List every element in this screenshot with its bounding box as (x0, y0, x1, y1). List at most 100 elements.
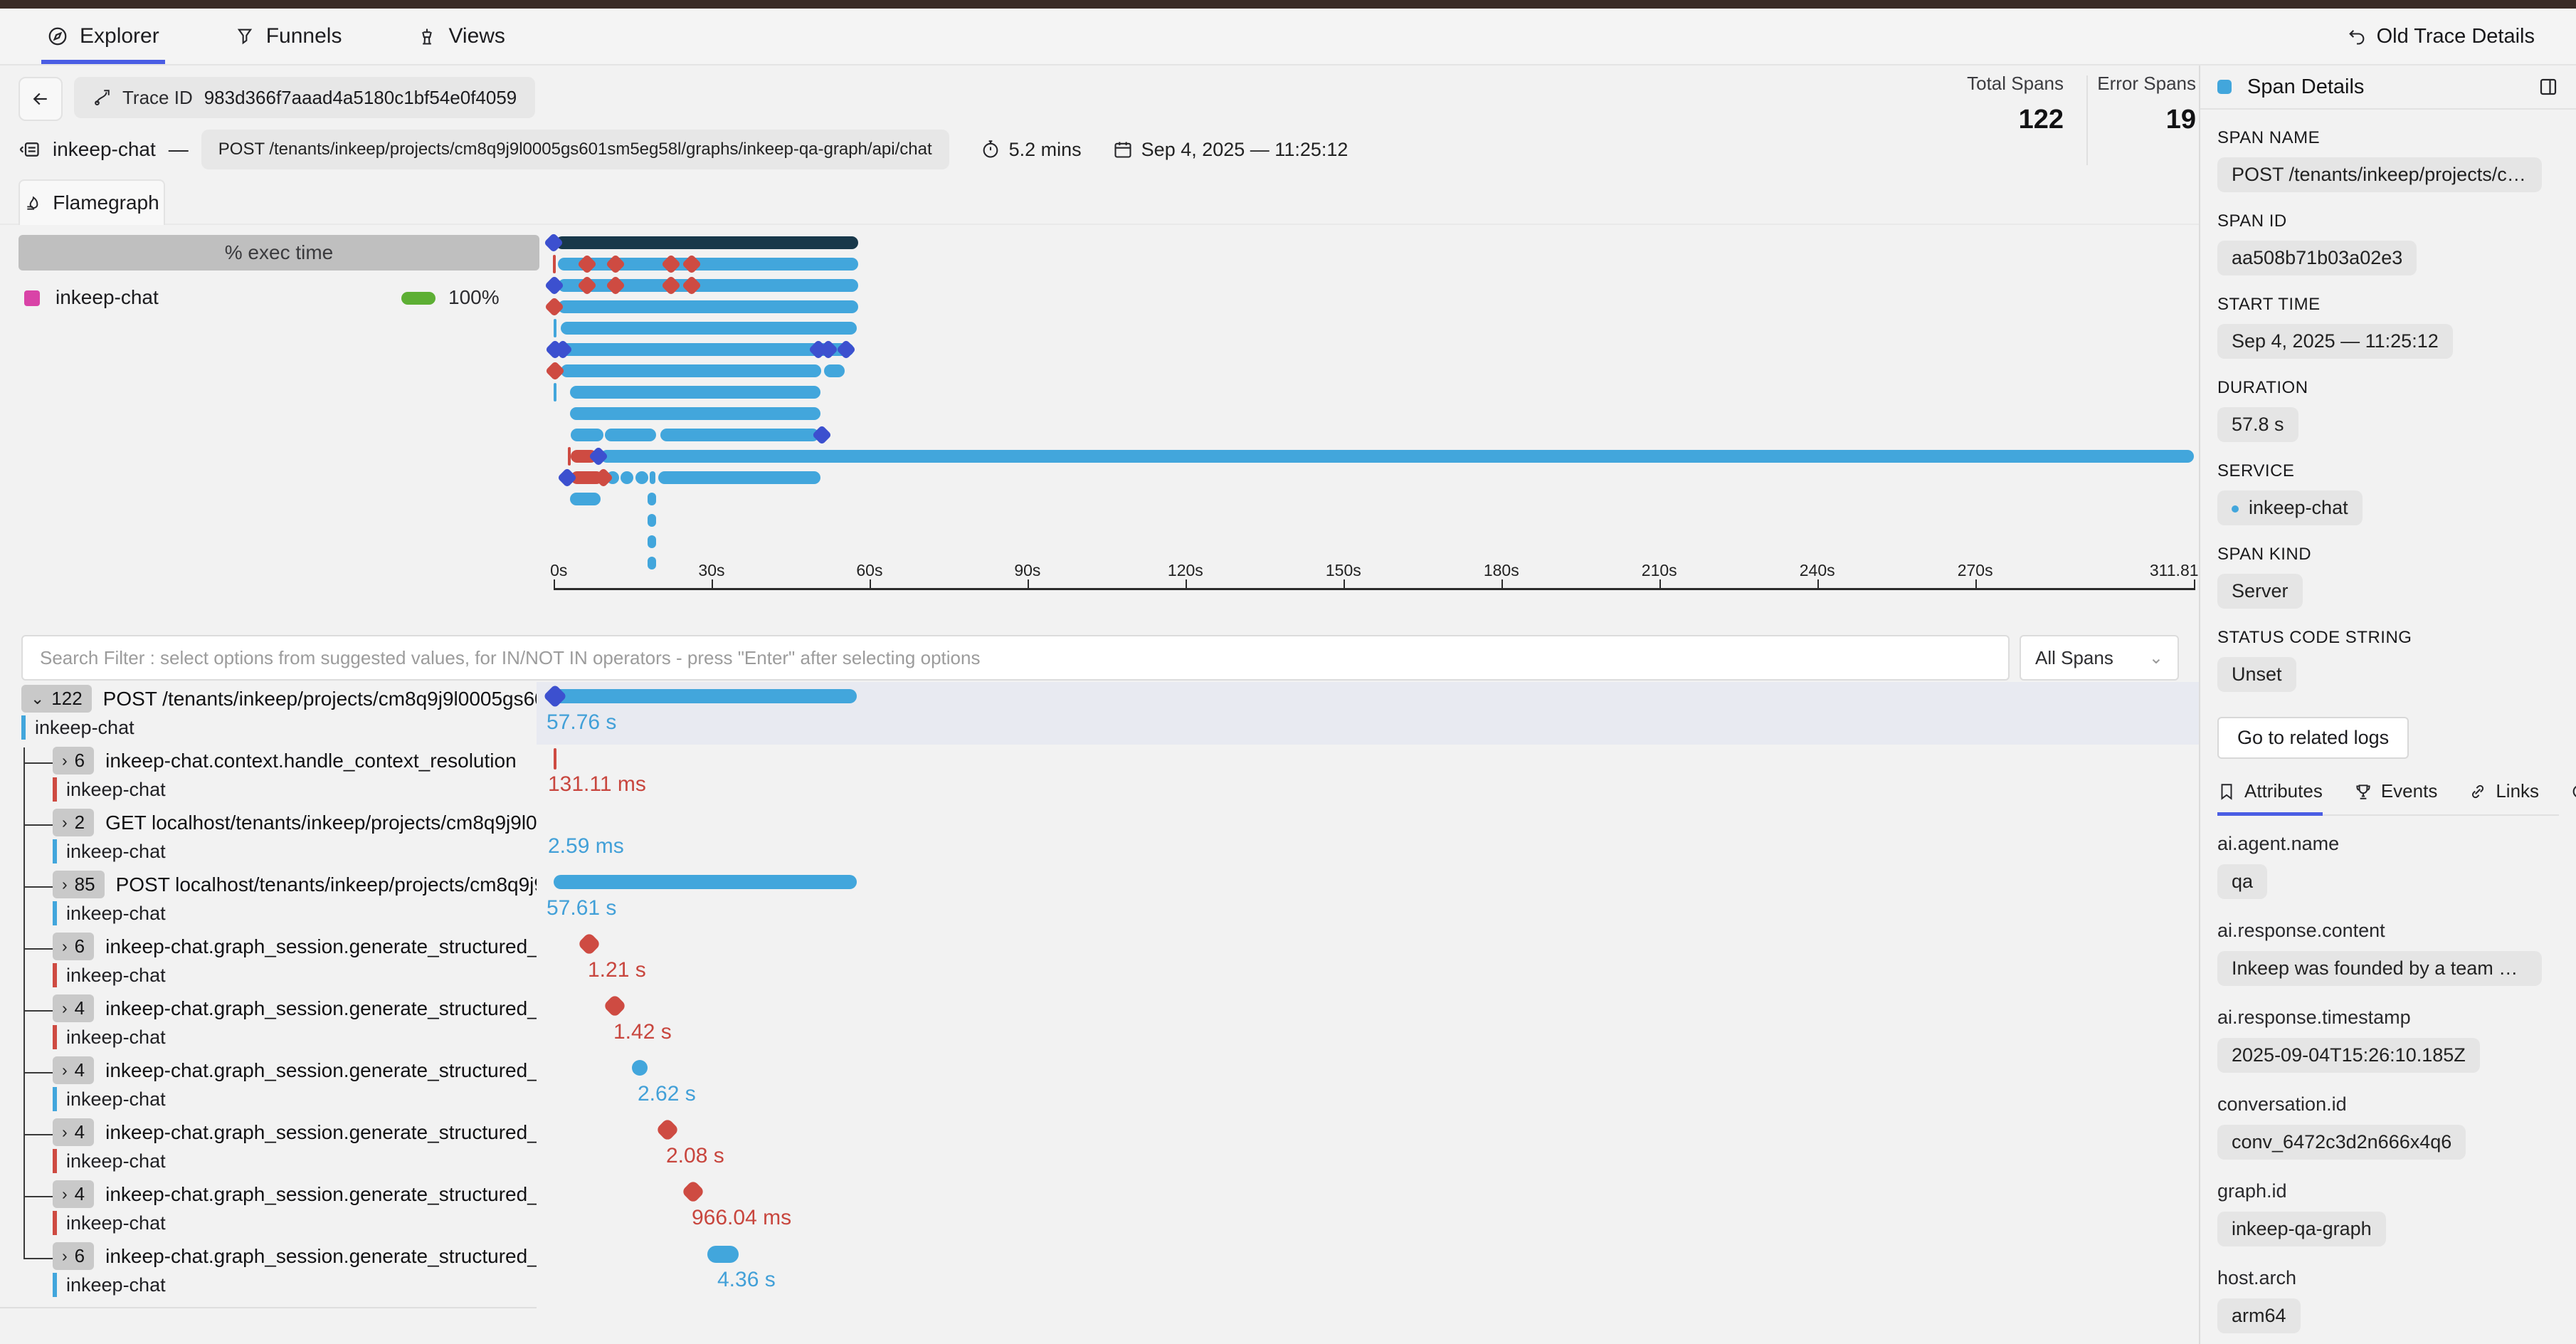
tab-attributes[interactable]: Attributes (2217, 780, 2323, 816)
detail-field-value[interactable]: inkeep-chat (2217, 490, 2363, 525)
flame-span-segment[interactable] (660, 429, 819, 441)
span-count-badge[interactable]: › 4 (53, 1118, 95, 1146)
attribute-value[interactable]: inkeep-qa-graph (2217, 1212, 2386, 1246)
panel-toggle-icon[interactable] (2538, 76, 2559, 98)
span-tree-row[interactable]: › 4 inkeep-chat.graph_session.generate_str… (0, 1054, 537, 1115)
flame-row[interactable] (554, 493, 2195, 505)
span-name[interactable]: POST localhost/tenants/inkeep/projects/c… (115, 873, 537, 896)
old-trace-details-button[interactable]: Old Trace Details (2347, 9, 2535, 64)
span-tree-row[interactable]: ⌄ 122 POST /tenants/inkeep/projects/cm8q9j… (0, 682, 537, 744)
flame-row[interactable] (554, 383, 2195, 401)
attribute-value[interactable]: Inkeep was founded by a team of eigh... (2217, 951, 2542, 986)
flame-span-segment[interactable] (824, 364, 845, 377)
flame-tick-marker[interactable] (554, 319, 557, 337)
flamegraph-tab[interactable]: Flamegraph (19, 179, 165, 225)
exec-time-header[interactable]: % exec time (19, 235, 539, 271)
span-tree-row[interactable]: › 4 inkeep-chat.graph_session.generate_str… (0, 1115, 537, 1177)
span-name[interactable]: inkeep-chat.graph_session.generate_struc… (105, 935, 537, 957)
span-count-badge[interactable]: › 2 (53, 809, 95, 836)
attribute-value[interactable]: qa (2217, 864, 2268, 899)
span-count-badge[interactable]: › 4 (53, 1056, 95, 1084)
flame-row[interactable] (554, 557, 2195, 569)
flame-span-segment[interactable] (569, 493, 601, 505)
flame-span-segment[interactable] (570, 450, 597, 463)
go-to-related-logs-button[interactable]: Go to related logs (2217, 717, 2409, 759)
flame-row[interactable] (544, 296, 2195, 317)
tab-funnels[interactable]: Funnels (229, 9, 348, 64)
span-tree-row[interactable]: › 2 GET localhost/tenants/inkeep/projects/… (0, 806, 537, 868)
span-count-badge[interactable]: › 85 (53, 871, 105, 898)
flame-tick-marker[interactable] (568, 447, 571, 466)
waterfall-diamond-marker[interactable] (681, 1180, 705, 1204)
span-count-badge[interactable]: › 6 (53, 1242, 95, 1270)
detail-field-value[interactable]: Sep 4, 2025 — 11:25:12 (2217, 324, 2453, 359)
span-count-badge[interactable]: ⌄ 122 (21, 685, 92, 713)
flame-row[interactable] (544, 275, 2195, 296)
span-tree-row[interactable]: › 85 POST localhost/tenants/inkeep/project… (0, 868, 537, 930)
attribute-value[interactable]: 2025-09-04T15:26:10.185Z (2217, 1038, 2480, 1073)
back-button[interactable] (19, 77, 63, 121)
flame-span-segment[interactable] (648, 557, 657, 569)
flame-diamond-marker[interactable] (545, 360, 566, 382)
waterfall-diamond-marker[interactable] (655, 1118, 680, 1142)
flame-tick-marker[interactable] (554, 383, 557, 401)
flame-row[interactable] (545, 339, 2195, 360)
flame-span-segment[interactable] (635, 471, 649, 484)
flame-span-segment[interactable] (658, 471, 821, 484)
flame-diamond-marker[interactable] (557, 467, 578, 488)
flame-diamond-marker[interactable] (544, 296, 564, 317)
detail-field-value[interactable]: aa508b71b03a02e3 (2217, 241, 2417, 275)
flame-span-segment[interactable] (569, 407, 821, 420)
flame-span-segment[interactable] (570, 471, 603, 484)
waterfall-pill-marker[interactable] (707, 1246, 739, 1263)
flame-row[interactable] (554, 535, 2195, 548)
attribute-value[interactable]: conv_6472c3d2n666x4q6 (2217, 1125, 2466, 1160)
flame-row[interactable] (545, 360, 2195, 382)
span-count-badge[interactable]: › 4 (53, 1180, 95, 1208)
flame-span-segment[interactable] (557, 279, 858, 292)
flame-span-segment[interactable] (620, 471, 633, 484)
flame-span-segment[interactable] (570, 429, 603, 441)
flame-span-segment[interactable] (648, 535, 657, 548)
tab-views[interactable]: Views (411, 9, 510, 64)
flame-diamond-marker[interactable] (811, 424, 832, 446)
flame-tick-marker[interactable] (553, 255, 556, 273)
trace-id-pill[interactable]: Trace ID 983d366f7aaad4a5180c1bf54e0f405… (74, 77, 536, 118)
span-count-badge[interactable]: › 6 (53, 747, 95, 775)
span-name[interactable]: inkeep-chat.graph_session.generate_struc… (105, 1120, 537, 1143)
flamegraph-canvas[interactable] (543, 232, 2195, 578)
flame-span-segment[interactable] (557, 258, 858, 271)
span-tree-row[interactable]: › 4 inkeep-chat.graph_session.generate_str… (0, 1177, 537, 1239)
flame-span-segment[interactable] (649, 471, 655, 484)
waterfall-bar[interactable] (554, 689, 857, 703)
span-name[interactable]: inkeep-chat.graph_session.generate_struc… (105, 1059, 537, 1081)
flame-span-segment[interactable] (600, 450, 2194, 463)
span-filter-select[interactable]: All Spans ⌄ (2020, 635, 2179, 681)
flame-span-segment[interactable] (648, 493, 657, 505)
trace-endpoint-pill[interactable]: POST /tenants/inkeep/projects/cm8q9j9l00… (201, 130, 949, 169)
search-filter-input[interactable] (21, 635, 2010, 681)
detail-field-value[interactable]: 57.8 s (2217, 407, 2298, 442)
span-name[interactable]: inkeep-chat.graph_session.generate_struc… (105, 1244, 537, 1267)
flame-row[interactable] (554, 407, 2195, 420)
waterfall-tick-marker[interactable] (554, 748, 556, 770)
flame-row[interactable] (553, 253, 2195, 275)
flame-row[interactable] (554, 424, 2195, 446)
tab-explorer[interactable]: Explorer (41, 9, 165, 64)
span-count-badge[interactable]: › 4 (53, 994, 95, 1022)
span-name[interactable]: inkeep-chat.graph_session.generate_struc… (105, 1182, 537, 1205)
flame-span-segment[interactable] (648, 514, 657, 527)
span-name[interactable]: GET localhost/tenants/inkeep/projects/cm… (105, 811, 537, 834)
flame-span-segment[interactable] (555, 343, 854, 356)
span-tree-row[interactable]: › 4 inkeep-chat.graph_session.generate_str… (0, 992, 537, 1054)
waterfall-diamond-marker[interactable] (603, 994, 627, 1018)
flame-row[interactable] (554, 446, 2195, 467)
flame-span-segment[interactable] (560, 364, 821, 377)
span-name[interactable]: POST /tenants/inkeep/projects/cm8q9j9l00… (102, 687, 537, 710)
flame-span-segment[interactable] (555, 236, 858, 249)
flame-row[interactable] (554, 319, 2195, 337)
waterfall-diamond-marker[interactable] (577, 932, 601, 956)
detail-field-value[interactable]: Server (2217, 574, 2303, 609)
flame-row[interactable] (554, 514, 2195, 527)
waterfall-dot-marker[interactable] (632, 1060, 648, 1076)
